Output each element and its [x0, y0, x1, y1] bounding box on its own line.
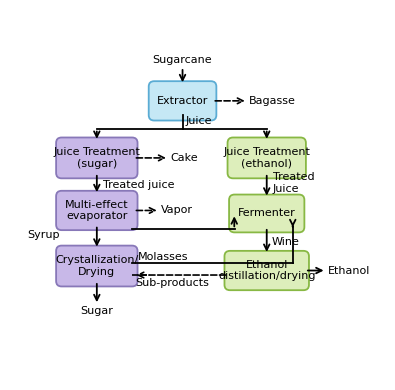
Text: Ethanol: Ethanol [328, 266, 371, 275]
FancyBboxPatch shape [56, 191, 137, 230]
Text: Multi-effect
evaporator: Multi-effect evaporator [65, 200, 129, 221]
Text: Sugarcane: Sugarcane [153, 55, 213, 65]
Text: Fermenter: Fermenter [238, 209, 295, 218]
Text: Crystallization/
Drying: Crystallization/ Drying [55, 255, 139, 277]
Text: Cake: Cake [170, 153, 198, 163]
Text: Juice Treatment
(ethanol): Juice Treatment (ethanol) [223, 147, 310, 169]
Text: Sugar: Sugar [81, 306, 113, 316]
Text: Bagasse: Bagasse [249, 96, 296, 106]
Text: Treated: Treated [273, 172, 314, 183]
FancyBboxPatch shape [228, 138, 306, 178]
FancyBboxPatch shape [224, 251, 309, 290]
FancyBboxPatch shape [149, 81, 216, 121]
Text: Syrup: Syrup [28, 230, 60, 240]
FancyBboxPatch shape [229, 195, 305, 232]
Text: Vapor: Vapor [161, 206, 193, 215]
Text: Treated juice: Treated juice [103, 179, 175, 190]
Text: Wine: Wine [271, 237, 299, 246]
Text: Molasses: Molasses [138, 252, 189, 262]
FancyBboxPatch shape [56, 138, 137, 178]
Text: Sub-products: Sub-products [135, 278, 209, 287]
Text: Juice: Juice [273, 184, 299, 195]
Text: Extractor: Extractor [157, 96, 208, 106]
FancyBboxPatch shape [56, 246, 137, 286]
Text: Juice Treatment
(sugar): Juice Treatment (sugar) [53, 147, 140, 169]
Text: Juice: Juice [186, 116, 212, 126]
Text: Ethanol
distillation/drying: Ethanol distillation/drying [218, 260, 316, 281]
